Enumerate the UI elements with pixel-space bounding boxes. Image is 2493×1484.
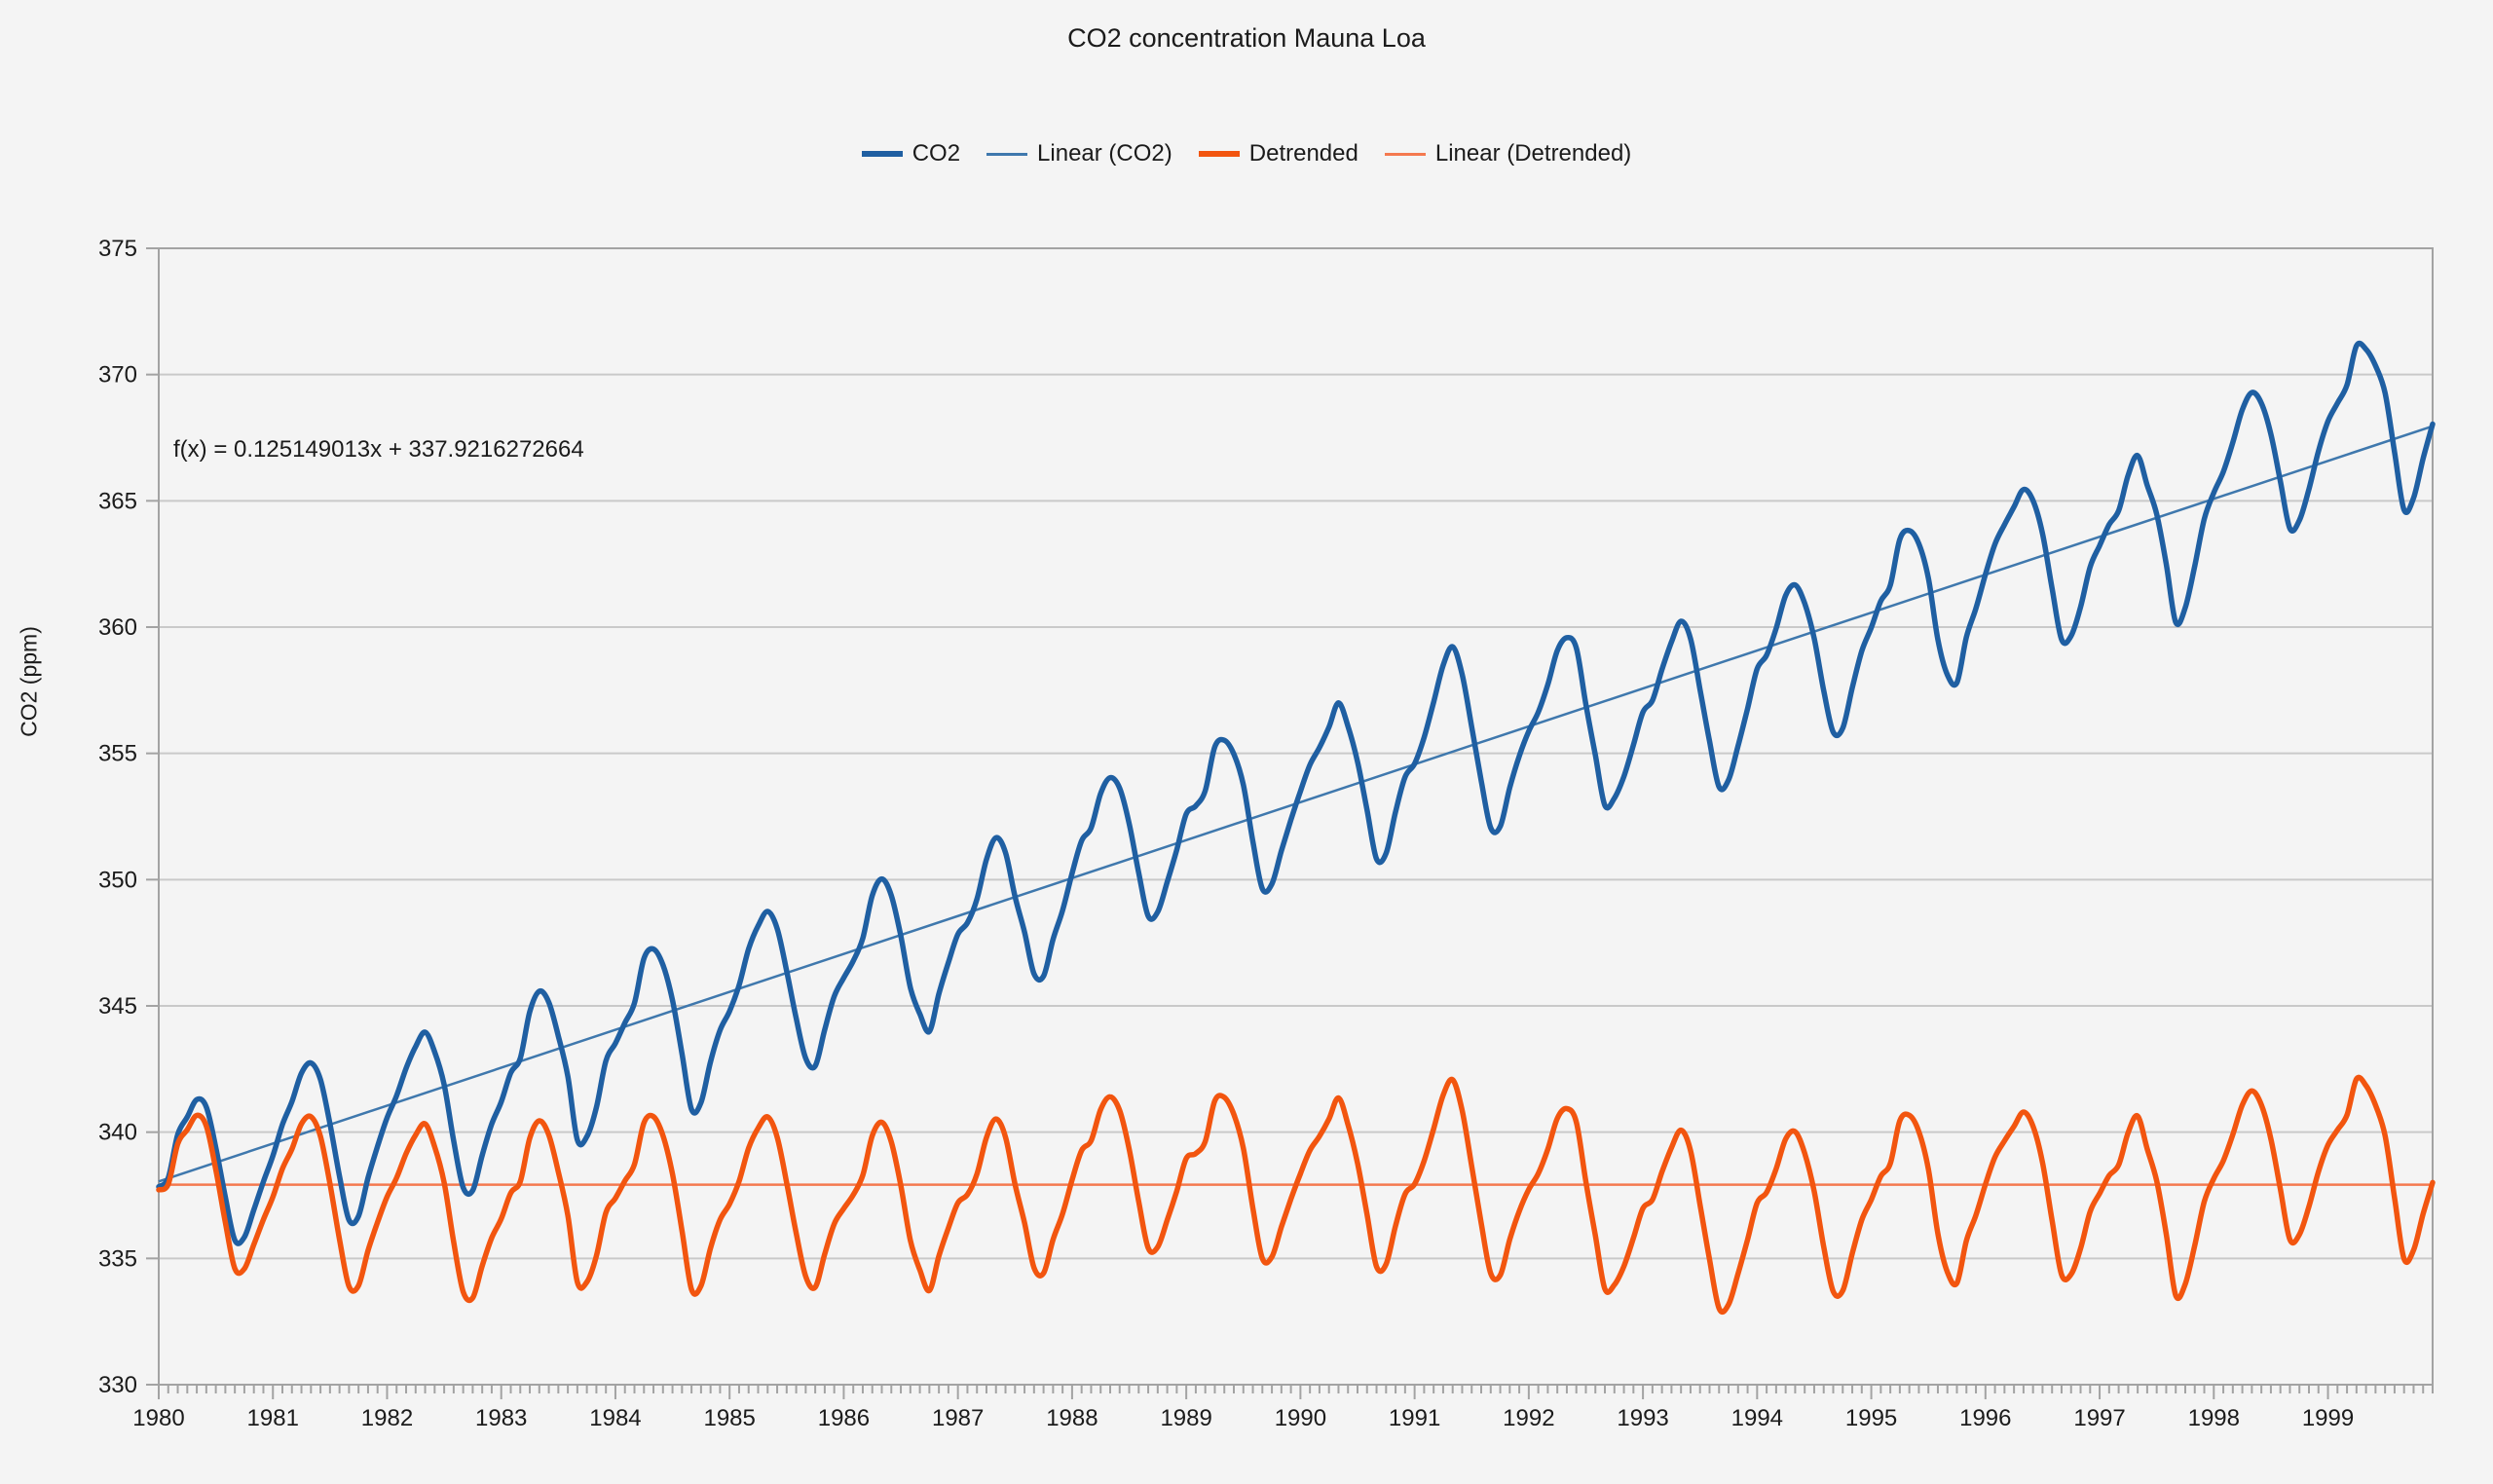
y-tick-label: 330 (98, 1372, 137, 1398)
x-tick-label: 1986 (818, 1405, 870, 1431)
legend-swatch-co2-icon (861, 151, 903, 157)
co2-series-line (156, 340, 2436, 1246)
x-tick-label: 1985 (703, 1405, 755, 1431)
legend-label-linear-detrended: Linear (Detrended) (1434, 140, 1632, 167)
y-tick-label: 355 (98, 741, 137, 767)
legend-label-detrended: Detrended (1248, 140, 1358, 167)
y-tick-label: 350 (98, 867, 137, 893)
y-tick-label: 365 (98, 488, 137, 514)
legend-label-co2: CO2 (912, 140, 961, 167)
y-tick-label: 375 (98, 236, 137, 262)
legend-item-linear-co2: Linear (CO2) (986, 140, 1172, 167)
plot-border (158, 247, 2434, 1386)
x-tick-label: 1987 (932, 1405, 984, 1431)
x-tick-label: 1981 (247, 1405, 299, 1431)
trendline-equation: f(x) = 0.125149013x + 337.9216272664 (173, 436, 584, 463)
x-tick-label: 1992 (1503, 1405, 1554, 1431)
x-tick-label: 1994 (1731, 1405, 1783, 1431)
x-tick-label: 1988 (1046, 1405, 1098, 1431)
y-tick-label: 335 (98, 1245, 137, 1272)
legend-swatch-detrended-icon (1198, 151, 1240, 157)
y-tick-label: 370 (98, 362, 137, 389)
x-tick-label: 1996 (1959, 1405, 2011, 1431)
x-tick-label: 1998 (2188, 1405, 2240, 1431)
legend-item-linear-detrended: Linear (Detrended) (1384, 140, 1632, 167)
legend-item-detrended: Detrended (1198, 140, 1358, 167)
x-tick-label: 1991 (1389, 1405, 1440, 1431)
x-tick-label: 1984 (589, 1405, 641, 1431)
x-tick-label: 1982 (361, 1405, 413, 1431)
x-tick-label: 1983 (475, 1405, 527, 1431)
legend-swatch-linear-detrended-icon (1384, 152, 1426, 156)
detrended-series-line (156, 1074, 2436, 1316)
y-tick-label: 340 (98, 1120, 137, 1146)
chart-title: CO2 concentration Mauna Loa (1067, 23, 1426, 53)
x-tick-label: 1993 (1617, 1405, 1668, 1431)
legend: CO2 Linear (CO2) Detrended Linear (Detre… (0, 140, 2493, 167)
x-tick-label: 1980 (132, 1405, 184, 1431)
x-tick-label: 1995 (1845, 1405, 1897, 1431)
legend-label-linear-co2: Linear (CO2) (1037, 140, 1172, 167)
x-tick-label: 1990 (1275, 1405, 1326, 1431)
x-tick-label: 1989 (1160, 1405, 1211, 1431)
legend-item-co2: CO2 (861, 140, 961, 167)
x-tick-label: 1997 (2073, 1405, 2125, 1431)
y-tick-label: 360 (98, 614, 137, 641)
y-tick-label: 345 (98, 993, 137, 1020)
legend-swatch-linear-co2-icon (986, 152, 1028, 156)
x-tick-label: 1999 (2302, 1405, 2354, 1431)
